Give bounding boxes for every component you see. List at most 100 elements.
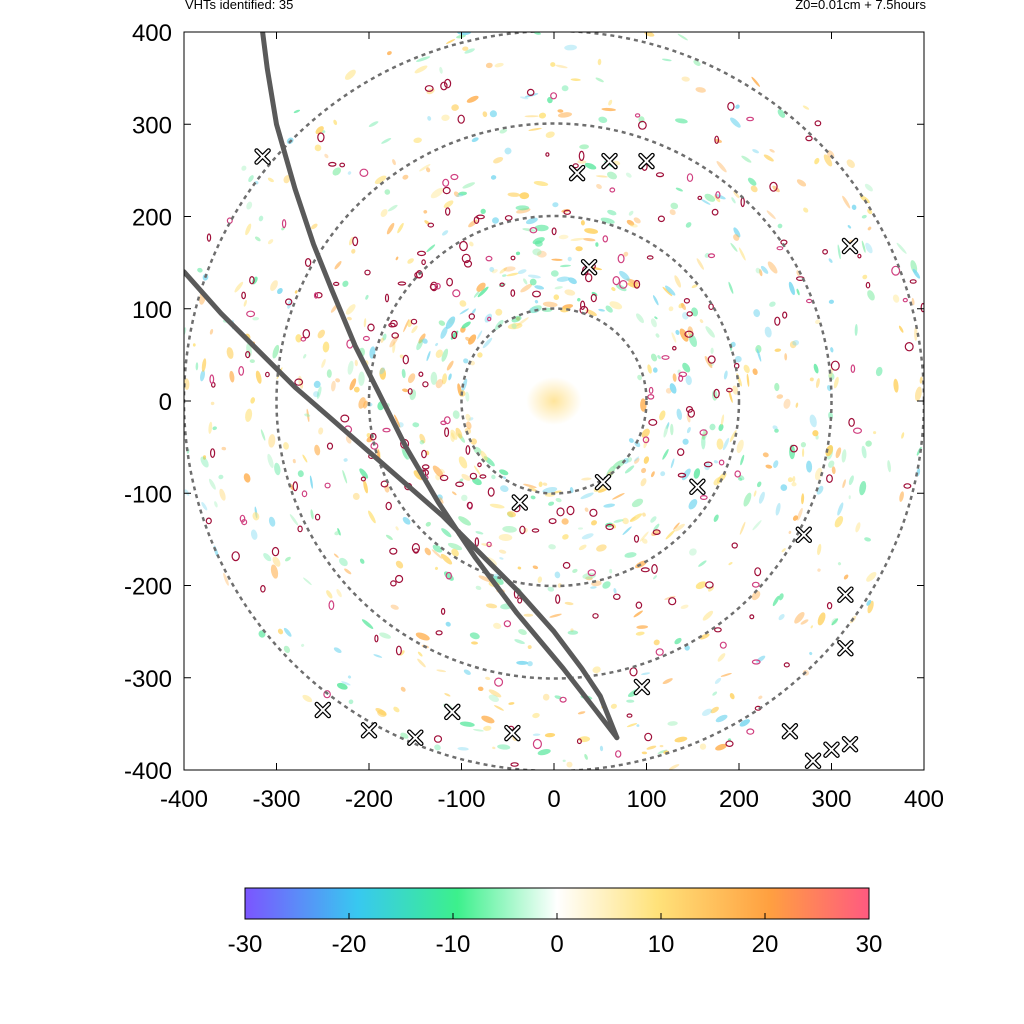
contour-loop <box>746 116 754 122</box>
vorticity-patch <box>675 329 680 335</box>
y-tick-label: -200 <box>124 574 172 601</box>
contour-loop <box>686 311 693 317</box>
contour-loop <box>612 593 621 601</box>
vorticity-patch <box>557 109 564 113</box>
vorticity-patch <box>545 131 555 138</box>
vorticity-patch <box>585 309 597 317</box>
contour-loop <box>703 461 713 468</box>
vorticity-patch <box>828 299 834 304</box>
vorticity-patch <box>776 394 784 399</box>
vorticity-patch <box>581 477 592 481</box>
vorticity-patch <box>462 46 469 51</box>
contour-loop <box>678 374 684 382</box>
contour-loop <box>385 501 392 511</box>
contour-loop <box>402 354 409 365</box>
vorticity-patch <box>861 445 867 459</box>
vorticity-patch <box>538 481 543 488</box>
vht-marker-cross <box>512 495 527 510</box>
vorticity-patch <box>208 478 216 490</box>
vorticity-patch <box>221 446 227 451</box>
vorticity-patch <box>550 62 556 67</box>
contour-loop <box>457 114 465 124</box>
vorticity-patch <box>402 516 411 525</box>
contour-loop <box>359 168 369 177</box>
vorticity-patch <box>710 706 719 714</box>
contour-loop <box>422 381 429 388</box>
contour-loop <box>572 163 579 169</box>
vorticity-patch <box>527 274 541 279</box>
vorticity-patch <box>368 121 379 128</box>
contour-loop <box>440 607 446 615</box>
vorticity-patch <box>401 368 406 379</box>
vorticity-patch <box>733 190 740 199</box>
contour-loop <box>731 542 738 549</box>
contour-loop <box>328 161 337 167</box>
vorticity-patch <box>333 119 338 126</box>
vorticity-patch <box>723 370 728 380</box>
vorticity-patch <box>425 521 431 527</box>
vht-marker-cross <box>602 154 617 169</box>
colorbar-tick-label: 30 <box>856 931 883 958</box>
vorticity-patch <box>494 319 504 330</box>
vorticity-patch <box>229 370 235 383</box>
contour-loop <box>646 255 654 260</box>
vorticity-patch <box>584 162 597 170</box>
contour-loop <box>410 318 418 325</box>
contour-loop <box>559 696 567 703</box>
vorticity-patch <box>514 639 525 645</box>
contour-loop <box>427 222 435 228</box>
contour-loop <box>260 584 266 593</box>
vorticity-patch <box>674 275 682 288</box>
vorticity-patch <box>607 209 617 216</box>
vorticity-patch <box>756 481 762 488</box>
vorticity-patch <box>670 423 674 436</box>
vorticity-patch <box>736 439 744 454</box>
vorticity-patch <box>739 521 746 535</box>
vorticity-patch <box>347 675 352 679</box>
vorticity-patch <box>803 207 809 213</box>
vorticity-patch <box>310 509 314 520</box>
contour-loop <box>390 319 398 328</box>
vorticity-patch <box>473 465 481 476</box>
vorticity-patch <box>500 485 509 492</box>
vorticity-patch <box>774 428 779 433</box>
contour-loop <box>421 464 430 470</box>
contour-loop <box>668 597 677 606</box>
contour-loop <box>714 627 722 633</box>
vorticity-patch <box>200 369 205 382</box>
vorticity-patch <box>418 333 426 344</box>
contour-loop <box>209 374 215 384</box>
vorticity-patch <box>534 32 541 35</box>
vorticity-patch <box>650 516 657 523</box>
vorticity-patch <box>704 193 716 202</box>
vorticity-field <box>184 32 923 770</box>
vorticity-patch <box>716 160 727 173</box>
contour-loop <box>246 310 256 318</box>
vorticity-patch <box>268 516 276 527</box>
vorticity-patch <box>274 462 281 476</box>
vorticity-patch <box>713 514 719 522</box>
vorticity-patch <box>681 76 690 82</box>
vorticity-patch <box>865 440 872 447</box>
contour-loop <box>466 501 473 509</box>
contour-loop <box>445 571 452 580</box>
vorticity-patch <box>409 389 417 401</box>
contour-loop <box>395 645 402 656</box>
vorticity-patch <box>650 318 657 328</box>
vorticity-patch <box>772 595 780 607</box>
vorticity-patch <box>426 350 431 362</box>
vorticity-patch <box>646 745 657 750</box>
vorticity-patch <box>626 723 638 728</box>
vorticity-patch <box>654 316 658 320</box>
vorticity-patch <box>482 111 488 118</box>
vorticity-patch <box>675 187 684 192</box>
vorticity-patch <box>304 413 311 417</box>
vorticity-patch <box>866 599 872 606</box>
vorticity-patch <box>837 562 842 566</box>
vorticity-patch <box>397 222 404 234</box>
vorticity-patch <box>263 553 272 562</box>
vorticity-patch <box>293 109 301 114</box>
vht-marker <box>594 473 612 491</box>
vorticity-patch <box>740 454 745 466</box>
vorticity-patch <box>716 438 724 450</box>
